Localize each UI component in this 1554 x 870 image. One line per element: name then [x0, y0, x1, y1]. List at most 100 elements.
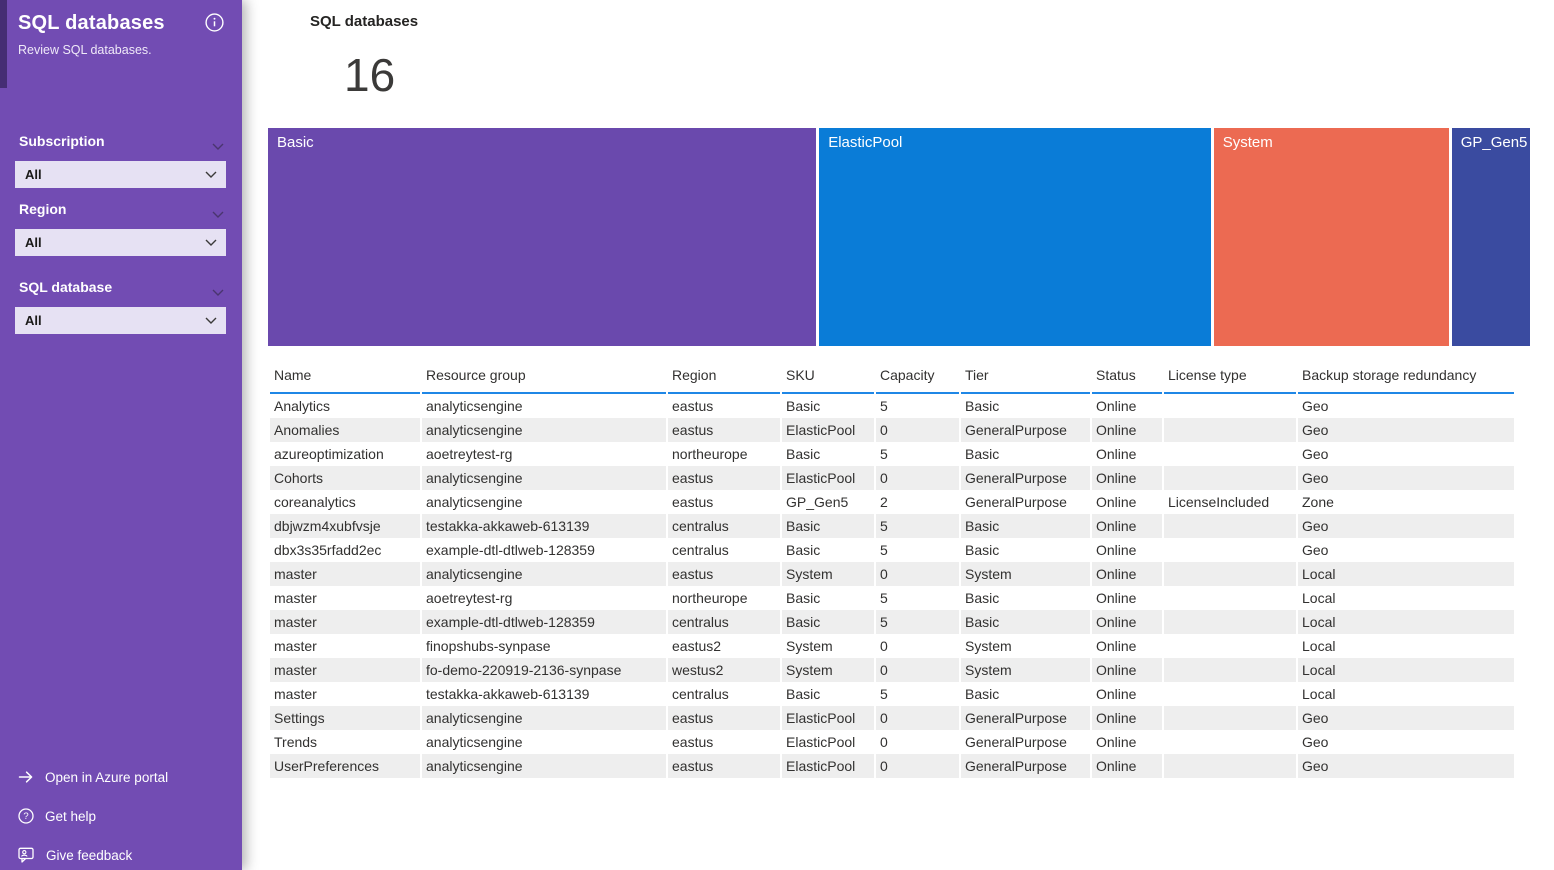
- treemap-segment-gp-gen5[interactable]: GP_Gen5: [1451, 128, 1530, 346]
- table-cell: Online: [1092, 466, 1162, 490]
- table-cell: analyticsengine: [422, 706, 666, 730]
- table-row[interactable]: UserPreferences analyticsengine eastus Elas…: [270, 754, 1514, 778]
- link-label: Get help: [45, 808, 97, 824]
- table-cell: Local: [1298, 610, 1514, 634]
- table-row[interactable]: azureoptimization aoetreytest-rg northeuro…: [270, 442, 1514, 466]
- region-select[interactable]: All: [15, 229, 226, 256]
- table-cell: ElasticPool: [782, 466, 874, 490]
- table-cell: Geo: [1302, 446, 1329, 462]
- table-cell: Online: [1096, 398, 1137, 414]
- chevron-down-icon[interactable]: [212, 205, 224, 223]
- table-cell: UserPreferences: [270, 754, 420, 778]
- table-cell: 2: [880, 494, 888, 510]
- scrollbar-thumb[interactable]: [0, 0, 7, 88]
- table-cell: Online: [1096, 638, 1137, 654]
- sql-database-select[interactable]: All: [15, 307, 226, 334]
- chevron-down-icon: [212, 143, 224, 150]
- table-cell: Geo: [1302, 398, 1329, 414]
- column-header-tier[interactable]: Tier: [961, 359, 1090, 394]
- table-cell: Local: [1298, 562, 1514, 586]
- column-header-resource-group[interactable]: Resource group: [422, 359, 666, 394]
- table-cell: eastus: [672, 734, 714, 750]
- link-label: Give feedback: [46, 847, 133, 863]
- table-row[interactable]: Cohorts analyticsengine eastus ElasticPool 0…: [270, 466, 1514, 490]
- table-row[interactable]: dbjwzm4xubfvsje testakka-akkaweb-613139 ce…: [270, 514, 1514, 538]
- table-cell: testakka-akkaweb-613139: [426, 686, 590, 702]
- table-cell: System: [961, 562, 1090, 586]
- table-cell: [1164, 730, 1296, 754]
- table-cell: eastus: [668, 466, 780, 490]
- table-row[interactable]: master testakka-akkaweb-613139 centralus Ba…: [270, 682, 1514, 706]
- table-cell: Basic: [782, 610, 874, 634]
- link-give-feedback[interactable]: Give feedback: [18, 846, 168, 864]
- table-row[interactable]: Anomalies analyticsengine eastus ElasticPoo…: [270, 418, 1514, 442]
- table-cell: Basic: [965, 398, 1000, 414]
- chevron-down-icon[interactable]: [212, 137, 224, 155]
- column-header-name[interactable]: Name: [270, 359, 420, 394]
- link-open-in-azure-portal[interactable]: Open in Azure portal: [18, 768, 168, 786]
- table-cell: ElasticPool: [782, 418, 874, 442]
- treemap-segment-system[interactable]: System: [1213, 128, 1449, 346]
- table-cell: [1164, 658, 1296, 682]
- table-row[interactable]: Settings analyticsengine eastus ElasticPool…: [270, 706, 1514, 730]
- treemap-segment-elasticpool[interactable]: ElasticPool: [819, 128, 1211, 346]
- table-row[interactable]: coreanalytics analyticsengine eastus GP_Gen…: [270, 490, 1514, 514]
- treemap-segment-label: Basic: [277, 134, 314, 151]
- table-row[interactable]: Analytics analyticsengine eastus Basic 5 Basi…: [270, 394, 1514, 418]
- table-cell: 0: [876, 706, 959, 730]
- table-row[interactable]: master example-dtl-dtlweb-128359 centralus…: [270, 610, 1514, 634]
- table-cell: Online: [1092, 610, 1162, 634]
- table-row[interactable]: master finopshubs-synpase eastus2 System 0 Sy…: [270, 634, 1514, 658]
- table-cell: analyticsengine: [422, 754, 666, 778]
- databases-table: Name Resource group Region SKU Capacity Tier S…: [268, 359, 1516, 778]
- arrow-right-icon: [18, 769, 34, 785]
- table-cell: aoetreytest-rg: [426, 590, 513, 606]
- table-row[interactable]: Trends analyticsengine eastus ElasticPool 0 G…: [270, 730, 1514, 754]
- info-icon[interactable]: [205, 13, 224, 32]
- table-cell: Online: [1096, 446, 1137, 462]
- table-cell: centralus: [672, 542, 729, 558]
- table-cell: 5: [880, 398, 888, 414]
- table-row[interactable]: dbx3s35rfadd2ec example-dtl-dtlweb-128359…: [270, 538, 1514, 562]
- table-cell: Geo: [1298, 466, 1514, 490]
- link-get-help[interactable]: ? Get help: [18, 807, 168, 825]
- column-header-sku[interactable]: SKU: [782, 359, 874, 394]
- table-cell: centralus: [672, 686, 729, 702]
- table-cell: centralus: [668, 514, 780, 538]
- sidebar: SQL databases Review SQL databases. Subs…: [0, 0, 242, 870]
- table-cell: centralus: [668, 610, 780, 634]
- chevron-down-icon: [212, 289, 224, 296]
- column-header-status[interactable]: Status: [1092, 359, 1162, 394]
- table-cell: example-dtl-dtlweb-128359: [426, 542, 595, 558]
- feedback-icon: [18, 847, 35, 863]
- column-header-backup-storage-redundancy[interactable]: Backup storage redundancy: [1298, 359, 1514, 394]
- table-cell: [1164, 442, 1296, 466]
- main-content: SQL databases 16 Basic ElasticPool System G…: [242, 0, 1554, 870]
- column-header-license-type[interactable]: License type: [1164, 359, 1296, 394]
- database-count: 16: [344, 49, 396, 101]
- table-row[interactable]: master fo-demo-220919-2136-synpase westus2…: [270, 658, 1514, 682]
- table-cell: finopshubs-synpase: [426, 638, 551, 654]
- subscription-select[interactable]: All: [15, 161, 226, 188]
- table-cell: ElasticPool: [786, 734, 856, 750]
- table-row[interactable]: master analyticsengine eastus System 0 System…: [270, 562, 1514, 586]
- table-cell: Online: [1092, 658, 1162, 682]
- table-cell: 5: [876, 610, 959, 634]
- table-cell: northeurope: [672, 590, 748, 606]
- table-cell: Basic: [965, 590, 1000, 606]
- table-cell: Anomalies: [270, 418, 420, 442]
- help-icon: ?: [18, 808, 34, 824]
- sidebar-subtitle: Review SQL databases.: [18, 43, 152, 57]
- treemap-segment-basic[interactable]: Basic: [268, 128, 817, 346]
- chevron-down-icon[interactable]: [212, 283, 224, 301]
- table-cell: [1164, 754, 1296, 778]
- table-cell: Local: [1302, 638, 1336, 654]
- column-header-capacity[interactable]: Capacity: [876, 359, 959, 394]
- table-cell: [1164, 634, 1296, 658]
- databases-grid: Name Resource group Region SKU Capacity Tier S…: [268, 359, 1516, 778]
- table-row[interactable]: master aoetreytest-rg northeurope Basic 5 Bas…: [270, 586, 1514, 610]
- table-cell: System: [786, 638, 833, 654]
- table-cell: 0: [880, 734, 888, 750]
- column-header-region[interactable]: Region: [668, 359, 780, 394]
